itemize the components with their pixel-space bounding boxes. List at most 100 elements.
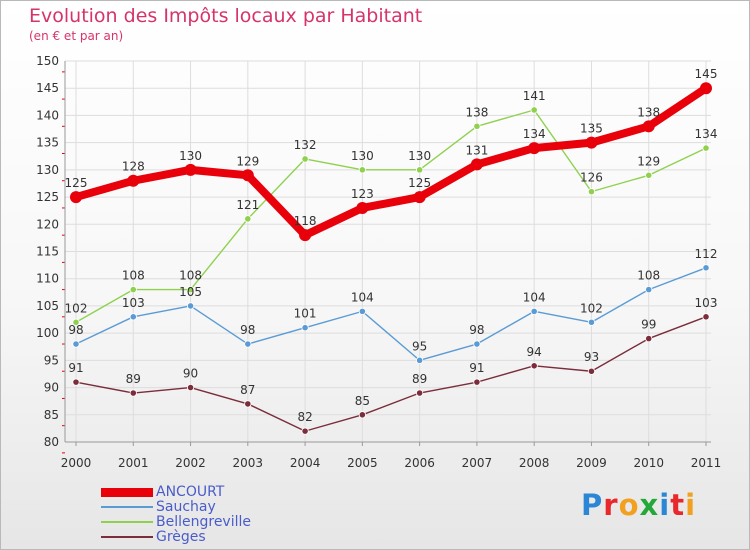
data-label-bellengreville: 121: [236, 198, 259, 212]
data-label-sauchay: 108: [637, 269, 660, 283]
x-tick-label: 2007: [462, 456, 493, 470]
proxiti-logo: Proxiti: [581, 488, 696, 522]
x-tick-label: 2006: [404, 456, 435, 470]
data-label-ancourt: 145: [695, 67, 718, 81]
data-label-bellengreville: 102: [65, 301, 88, 315]
data-label-gr-ges: 99: [641, 318, 656, 332]
data-label-gr-ges: 87: [240, 383, 255, 397]
data-label-ancourt: 125: [408, 176, 431, 190]
x-tick-label: 2003: [233, 456, 264, 470]
data-label-ancourt: 131: [465, 143, 488, 157]
data-label-bellengreville: 141: [523, 89, 546, 103]
data-label-gr-ges: 82: [297, 410, 312, 424]
series-line-bellengreville: [75, 109, 707, 323]
data-point-bellengreville: [301, 155, 309, 163]
data-label-bellengreville: 108: [179, 269, 202, 283]
data-point-gr-ges: [72, 378, 80, 386]
data-label-ancourt: 130: [179, 149, 202, 163]
data-label-ancourt: 125: [65, 176, 88, 190]
data-point-sauchay: [358, 307, 366, 315]
chart-subtitle: (en € et par an): [29, 29, 124, 43]
y-tick-label: 80: [44, 435, 59, 449]
y-tick-label: 110: [36, 272, 59, 286]
data-point-gr-ges: [530, 362, 538, 370]
series-line-sauchay: [75, 267, 707, 362]
data-point-gr-ges: [473, 378, 481, 386]
data-point-ancourt: [70, 191, 82, 204]
data-point-bellengreville: [72, 318, 80, 326]
data-label-ancourt: 128: [122, 160, 145, 174]
data-point-bellengreville: [129, 285, 137, 294]
data-point-gr-ges: [301, 427, 309, 435]
data-label-ancourt: 134: [523, 127, 546, 141]
logo-letter: i: [685, 488, 697, 522]
data-point-ancourt: [127, 174, 140, 187]
y-tick-label: 145: [36, 81, 59, 95]
data-point-bellengreville: [530, 106, 538, 114]
y-tick-label: 90: [44, 381, 59, 395]
y-tick-label: 95: [44, 353, 59, 367]
data-point-ancourt: [642, 120, 655, 133]
legend-swatch: [101, 488, 153, 497]
data-label-bellengreville: 130: [408, 149, 431, 163]
legend-label: Bellengreville: [156, 514, 251, 530]
legend-swatch: [101, 536, 153, 538]
data-point-ancourt: [184, 163, 197, 176]
data-label-gr-ges: 93: [584, 350, 599, 364]
data-point-gr-ges: [416, 389, 424, 397]
data-point-bellengreville: [587, 188, 596, 196]
data-label-bellengreville: 129: [637, 154, 660, 168]
y-tick-label: 125: [36, 190, 59, 204]
data-label-gr-ges: 90: [183, 367, 198, 381]
y-tick-label: 115: [36, 245, 59, 259]
data-label-gr-ges: 94: [527, 345, 542, 359]
data-point-ancourt: [528, 142, 541, 155]
data-point-sauchay: [587, 318, 596, 326]
x-tick-label: 2000: [61, 456, 92, 470]
y-tick-label: 85: [44, 408, 59, 422]
data-point-gr-ges: [358, 411, 366, 419]
data-point-gr-ges: [587, 367, 596, 375]
data-label-bellengreville: 126: [580, 171, 603, 185]
data-point-ancourt: [299, 229, 312, 242]
data-label-bellengreville: 108: [122, 269, 145, 283]
data-point-ancourt: [356, 201, 369, 214]
y-tick-label: 150: [36, 54, 59, 68]
legend-label: ANCOURT: [156, 484, 225, 500]
data-point-sauchay: [129, 313, 137, 321]
data-point-ancourt: [241, 169, 254, 182]
legend-swatch: [101, 521, 153, 523]
data-label-ancourt: 118: [294, 214, 317, 228]
data-label-sauchay: 98: [469, 323, 484, 337]
x-tick-label: 2005: [347, 456, 378, 470]
data-label-bellengreville: 134: [695, 127, 718, 141]
data-label-sauchay: 104: [523, 290, 546, 304]
y-tick-label: 130: [36, 163, 59, 177]
data-label-sauchay: 112: [695, 247, 718, 261]
data-label-bellengreville: 138: [465, 105, 488, 119]
logo-letter: r: [603, 488, 619, 522]
data-point-sauchay: [473, 340, 481, 348]
data-point-ancourt: [700, 82, 712, 95]
data-label-gr-ges: 89: [412, 372, 427, 386]
data-point-sauchay: [244, 340, 252, 348]
logo-letter: P: [581, 488, 604, 522]
logo-letter: x: [639, 488, 660, 522]
data-point-sauchay: [186, 302, 195, 310]
data-label-sauchay: 98: [240, 323, 255, 337]
legend-swatch: [101, 506, 153, 508]
data-point-ancourt: [413, 191, 426, 204]
data-point-gr-ges: [645, 334, 653, 343]
data-label-sauchay: 101: [294, 307, 317, 321]
data-point-ancourt: [585, 136, 598, 149]
data-label-gr-ges: 103: [695, 296, 718, 310]
data-point-bellengreville: [702, 144, 710, 152]
x-tick-label: 2010: [633, 456, 664, 470]
x-tick-label: 2002: [175, 456, 206, 470]
x-tick-label: 2008: [519, 456, 550, 470]
logo-letter: i: [659, 488, 671, 522]
data-label-sauchay: 105: [179, 285, 202, 299]
y-tick-label: 120: [36, 217, 59, 231]
y-tick-label: 105: [36, 299, 59, 313]
